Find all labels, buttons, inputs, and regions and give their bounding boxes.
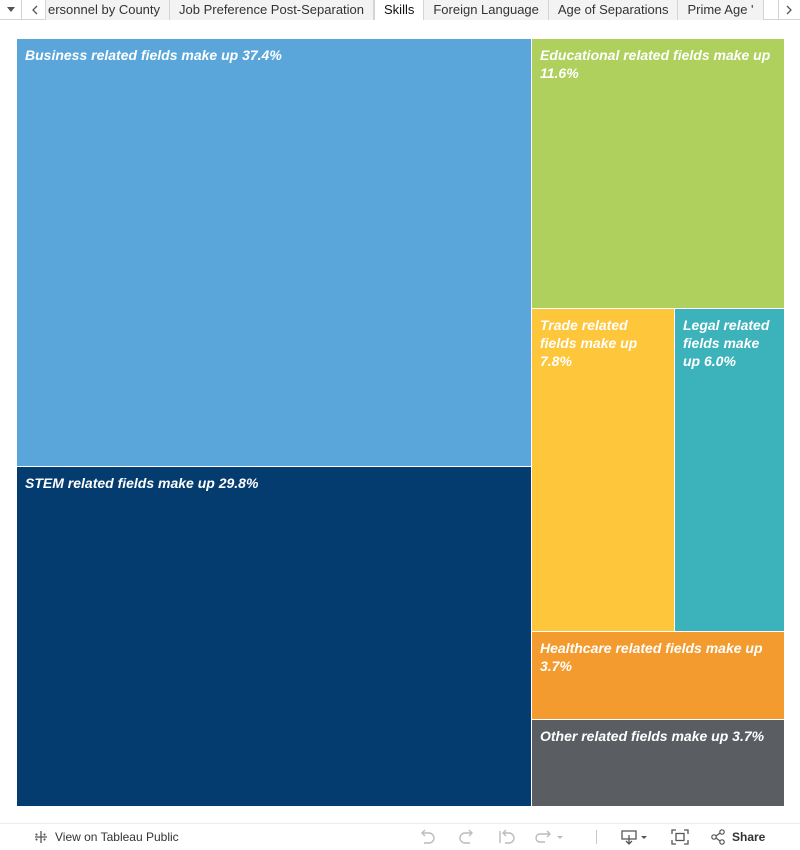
tile-label-legal: Legal related fields make up 6.0% bbox=[683, 317, 770, 369]
refresh-button[interactable] bbox=[535, 823, 565, 850]
tile-label-trade: Trade related fields make up 7.8% bbox=[540, 317, 638, 369]
tile-label-educational: Educational related fields make up 11.6% bbox=[540, 47, 771, 81]
tableau-logo-icon bbox=[33, 829, 49, 845]
share-button[interactable]: Share bbox=[710, 823, 765, 850]
refresh-icon bbox=[535, 829, 565, 845]
treemap-tile-stem[interactable]: STEM related fields make up 29.8% bbox=[16, 466, 532, 807]
tile-label-stem: STEM related fields make up 29.8% bbox=[25, 475, 259, 491]
tile-label-business: Business related fields make up 37.4% bbox=[25, 47, 282, 63]
share-label: Share bbox=[732, 829, 766, 844]
tab-menu-dropdown-icon[interactable] bbox=[0, 0, 22, 20]
undo-button[interactable] bbox=[418, 823, 436, 850]
tab-age-of-separations[interactable]: Age of Separations bbox=[548, 0, 679, 20]
fullscreen-icon bbox=[671, 828, 689, 845]
tile-label-healthcare: Healthcare related fields make up 3.7% bbox=[540, 640, 763, 674]
treemap-tile-healthcare[interactable]: Healthcare related fields make up 3.7% bbox=[531, 631, 785, 720]
tab-prime-age[interactable]: Prime Age ' bbox=[678, 0, 764, 20]
treemap-tile-business[interactable]: Business related fields make up 37.4% bbox=[16, 38, 532, 467]
tab-personnel-by-county[interactable]: ersonnel by County bbox=[46, 0, 171, 20]
treemap-tile-educational[interactable]: Educational related fields make up 11.6% bbox=[531, 38, 785, 309]
tile-label-other: Other related fields make up 3.7% bbox=[540, 728, 765, 744]
redo-icon bbox=[458, 829, 476, 845]
footer-divider bbox=[0, 823, 800, 824]
treemap-tile-trade[interactable]: Trade related fields make up 7.8% bbox=[531, 308, 675, 632]
redo-button[interactable] bbox=[458, 823, 476, 850]
tab-scroll-right-icon[interactable] bbox=[778, 0, 800, 20]
tab-foreign-language[interactable]: Foreign Language bbox=[424, 0, 549, 20]
treemap-tile-legal[interactable]: Legal related fields make up 6.0% bbox=[674, 308, 785, 632]
sheet-tabs: ersonnel by County Job Preference Post-S… bbox=[46, 0, 778, 20]
sheet-tab-bar: ersonnel by County Job Preference Post-S… bbox=[0, 0, 800, 20]
treemap-tile-other[interactable]: Other related fields make up 3.7% bbox=[531, 719, 785, 807]
fullscreen-button[interactable] bbox=[671, 823, 689, 850]
view-on-tableau-public-label: View on Tableau Public bbox=[55, 829, 179, 844]
undo-icon bbox=[418, 829, 436, 845]
tab-job-preference[interactable]: Job Preference Post-Separation bbox=[170, 0, 375, 20]
revert-button[interactable] bbox=[498, 823, 516, 850]
share-icon bbox=[710, 828, 726, 845]
download-icon bbox=[620, 829, 650, 845]
toolbar-separator bbox=[596, 830, 597, 844]
tab-scroll-left-icon[interactable] bbox=[24, 0, 46, 20]
tab-skills[interactable]: Skills bbox=[374, 0, 425, 20]
download-button[interactable] bbox=[620, 823, 650, 850]
revert-icon bbox=[498, 829, 516, 845]
view-on-tableau-public-link[interactable]: View on Tableau Public bbox=[33, 823, 179, 850]
footer-toolbar: View on Tableau Public Share bbox=[0, 823, 800, 850]
